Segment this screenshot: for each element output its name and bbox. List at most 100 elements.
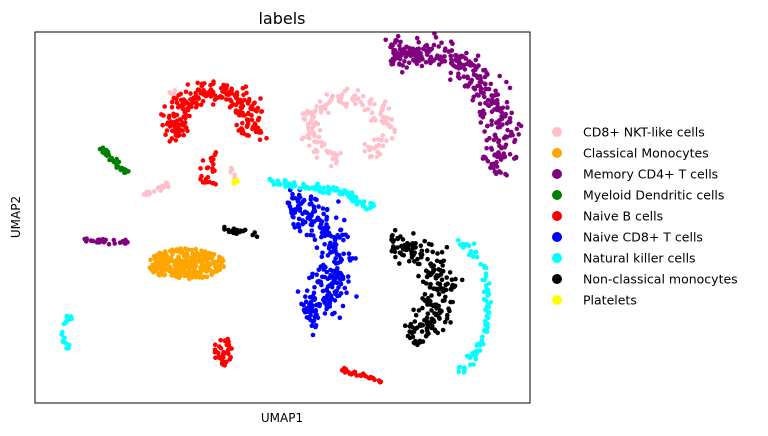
data-point xyxy=(155,185,161,191)
data-point xyxy=(480,334,485,340)
data-point xyxy=(321,105,327,110)
data-point xyxy=(391,50,396,56)
data-point xyxy=(184,100,190,106)
data-point xyxy=(394,53,400,58)
data-point xyxy=(305,184,310,190)
data-point xyxy=(304,232,310,238)
data-point xyxy=(302,117,308,122)
data-point xyxy=(321,231,327,236)
data-point xyxy=(469,77,475,83)
data-point xyxy=(478,120,484,125)
data-point xyxy=(216,354,221,360)
data-point xyxy=(436,292,442,297)
data-point xyxy=(318,110,324,115)
data-point xyxy=(244,124,250,130)
data-point xyxy=(228,165,234,171)
data-point xyxy=(485,102,491,108)
data-point xyxy=(369,110,375,115)
data-point xyxy=(314,272,320,278)
data-point xyxy=(320,190,326,195)
data-point xyxy=(204,251,210,257)
data-point xyxy=(341,251,347,257)
data-point xyxy=(245,99,251,105)
data-point xyxy=(342,217,347,223)
data-point xyxy=(366,144,371,150)
data-point xyxy=(195,80,200,86)
data-point xyxy=(328,274,333,280)
data-point xyxy=(229,103,234,109)
data-point xyxy=(302,209,308,215)
data-point xyxy=(315,140,320,145)
data-point xyxy=(434,258,440,264)
data-point xyxy=(167,258,173,264)
data-point xyxy=(178,270,183,276)
series-0 xyxy=(141,86,398,198)
data-point xyxy=(425,311,431,317)
data-point xyxy=(254,234,260,239)
data-point xyxy=(173,274,179,279)
data-point xyxy=(308,232,313,238)
data-point xyxy=(250,232,255,238)
data-point xyxy=(224,97,229,102)
data-point xyxy=(487,135,492,141)
data-point xyxy=(325,293,330,298)
data-point xyxy=(456,369,462,375)
series-2 xyxy=(82,31,524,247)
data-point xyxy=(193,100,199,105)
data-point xyxy=(183,257,189,263)
data-point xyxy=(384,138,389,143)
data-point xyxy=(395,245,400,250)
data-point xyxy=(464,50,469,56)
data-point xyxy=(284,181,290,186)
data-point xyxy=(456,58,462,64)
data-point xyxy=(413,326,418,332)
data-point xyxy=(243,84,249,89)
data-point xyxy=(431,58,437,63)
data-point xyxy=(176,254,181,260)
data-point xyxy=(333,256,339,261)
data-point xyxy=(162,272,167,278)
data-point xyxy=(332,298,338,303)
data-point xyxy=(234,122,239,128)
data-point xyxy=(163,132,168,137)
data-point xyxy=(425,256,430,262)
data-point xyxy=(322,242,327,247)
data-point xyxy=(489,98,495,103)
data-point xyxy=(258,96,263,101)
data-point xyxy=(418,323,424,329)
data-point xyxy=(210,259,215,264)
data-point xyxy=(350,193,356,199)
data-point xyxy=(321,185,326,191)
data-point xyxy=(489,162,495,167)
data-point xyxy=(167,139,172,144)
data-point xyxy=(390,43,395,48)
data-point xyxy=(412,250,418,255)
data-point xyxy=(203,176,209,182)
data-point xyxy=(482,67,488,73)
data-point xyxy=(240,120,245,126)
data-point xyxy=(211,269,217,275)
data-point xyxy=(415,256,420,262)
data-point xyxy=(496,139,501,145)
data-point xyxy=(426,241,432,247)
data-point xyxy=(192,257,197,263)
data-point xyxy=(431,319,437,325)
data-point xyxy=(172,119,177,125)
data-point xyxy=(303,294,308,299)
data-point xyxy=(465,74,470,79)
data-point xyxy=(308,197,314,202)
data-point xyxy=(183,89,189,95)
data-point xyxy=(200,98,206,104)
data-point xyxy=(180,99,185,105)
data-point xyxy=(379,108,384,113)
data-point xyxy=(311,124,316,129)
data-point xyxy=(499,145,504,151)
data-point xyxy=(475,83,480,89)
data-point xyxy=(410,334,416,340)
data-point xyxy=(389,136,395,141)
data-point xyxy=(199,261,205,267)
data-point xyxy=(175,122,181,127)
data-point xyxy=(497,73,503,79)
data-point xyxy=(218,337,223,343)
data-point xyxy=(503,111,509,117)
